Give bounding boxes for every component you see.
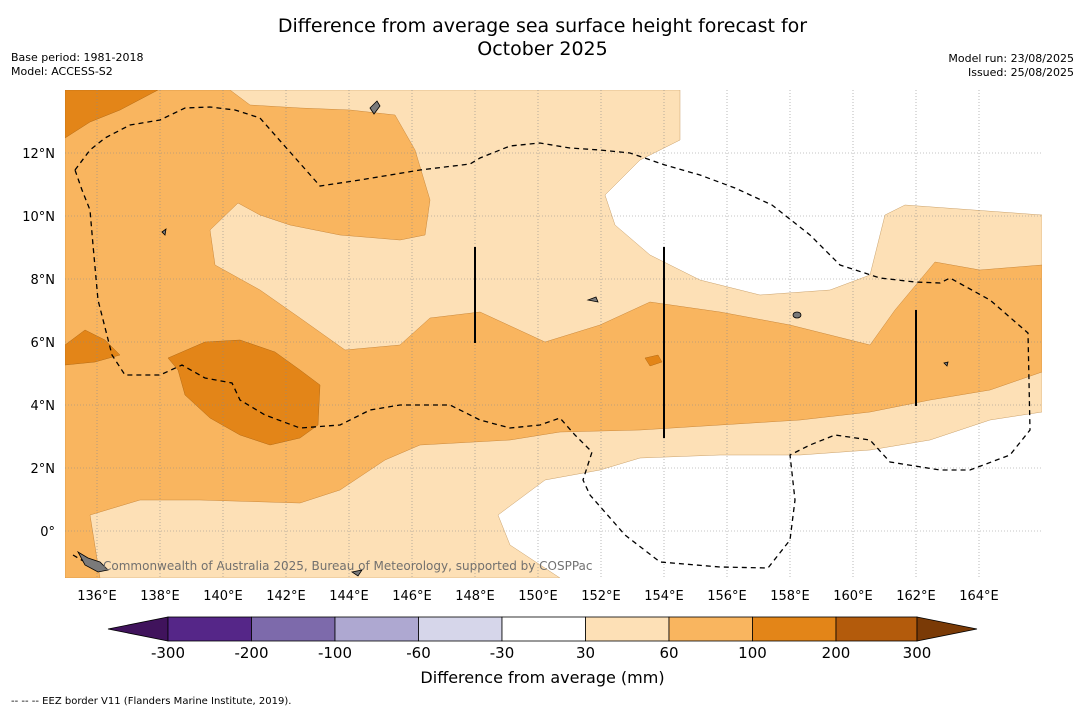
island-small-4 <box>350 569 363 577</box>
colorbar-swatch <box>752 616 837 642</box>
y-axis-labels: 12°N 10°N 8°N 6°N 4°N 2°N 0° <box>22 147 55 540</box>
islands <box>76 100 949 577</box>
x-tick-label: 154°E <box>644 589 684 604</box>
island-palau <box>76 550 109 573</box>
colorbar-label: 30 <box>575 644 596 662</box>
eez-footnote: -- -- -- EEZ border V11 (Flanders Marine… <box>11 696 292 707</box>
colorbar-label: 200 <box>821 644 851 662</box>
colorbar-swatch <box>334 616 419 642</box>
colorbar-title: Difference from average (mm) <box>420 668 665 687</box>
anomaly-region-100-200-west <box>65 90 159 139</box>
anomaly-region-100-200-islet <box>644 354 663 367</box>
colorbar-label: -60 <box>406 644 431 662</box>
meta-right: Model run: 23/08/2025 Issued: 25/08/2025 <box>948 52 1074 80</box>
x-tick-label: 146°E <box>392 589 432 604</box>
map-plot-area: Commonwealth of Australia 2025, Bureau o… <box>65 90 1042 578</box>
y-tick-label: 0° <box>40 525 55 540</box>
x-axis-labels: 136°E 138°E 140°E 142°E 144°E 146°E 148°… <box>77 589 999 604</box>
colorbar-label: -300 <box>150 644 186 662</box>
colorbar-swatch <box>167 616 252 642</box>
x-tick-label: 140°E <box>203 589 243 604</box>
island-north <box>369 100 381 115</box>
base-period-text: Base period: 1981-2018 <box>11 51 144 64</box>
island-small-1 <box>586 296 599 303</box>
colorbar-extend-low <box>107 616 169 642</box>
colorbar-label: -100 <box>317 644 353 662</box>
colorbar-swatch <box>418 616 503 642</box>
x-tick-label: 150°E <box>518 589 558 604</box>
x-tick-label: 164°E <box>959 589 999 604</box>
anomaly-region-100-200-left-edge <box>65 329 121 366</box>
colorbar <box>107 616 978 642</box>
x-tick-label: 136°E <box>77 589 117 604</box>
y-tick-label: 8°N <box>31 273 56 288</box>
map-title-line2: October 2025 <box>477 38 608 60</box>
y-tick-label: 10°N <box>22 210 55 225</box>
colorbar-label: 60 <box>659 644 679 662</box>
island-east <box>792 311 802 319</box>
y-tick-label: 6°N <box>31 336 56 351</box>
island-small-3 <box>161 228 167 236</box>
x-tick-label: 148°E <box>455 589 495 604</box>
copyright-text: Commonwealth of Australia 2025, Bureau o… <box>103 559 593 573</box>
y-tick-label: 12°N <box>22 147 55 162</box>
meta-left: Base period: 1981-2018 Model: ACCESS-S2 <box>11 51 143 79</box>
model-run-text: Model run: 23/08/2025 <box>948 52 1074 65</box>
x-tick-label: 162°E <box>896 589 936 604</box>
x-tick-label: 142°E <box>266 589 306 604</box>
colorbar-label: 300 <box>902 644 932 662</box>
island-small-2 <box>943 361 949 367</box>
colorbar-label: -30 <box>489 644 515 662</box>
x-tick-label: 160°E <box>833 589 873 604</box>
issued-text: Issued: 25/08/2025 <box>967 66 1074 79</box>
model-text: Model: ACCESS-S2 <box>11 65 113 78</box>
colorbar-swatch <box>835 616 918 642</box>
colorbar-label: 100 <box>738 644 767 662</box>
colorbar-extend-high <box>916 616 978 642</box>
x-tick-label: 144°E <box>329 589 369 604</box>
y-tick-label: 4°N <box>31 399 56 414</box>
eez-border-palau-edge <box>72 554 91 566</box>
colorbar-label: -200 <box>234 644 269 662</box>
x-tick-label: 158°E <box>770 589 810 604</box>
x-tick-label: 156°E <box>707 589 747 604</box>
anomaly-region-60-100 <box>65 90 1042 578</box>
x-tick-label: 152°E <box>581 589 621 604</box>
map-title-line1: Difference from average sea surface heig… <box>277 15 808 37</box>
y-tick-label: 2°N <box>31 462 56 477</box>
eez-border-fsm <box>74 106 1031 569</box>
colorbar-swatch <box>501 616 586 642</box>
colorbar-swatch <box>668 616 753 642</box>
x-tick-label: 138°E <box>140 589 180 604</box>
markers <box>474 247 917 438</box>
colorbar-swatch <box>585 616 670 642</box>
colorbar-swatch <box>251 616 336 642</box>
